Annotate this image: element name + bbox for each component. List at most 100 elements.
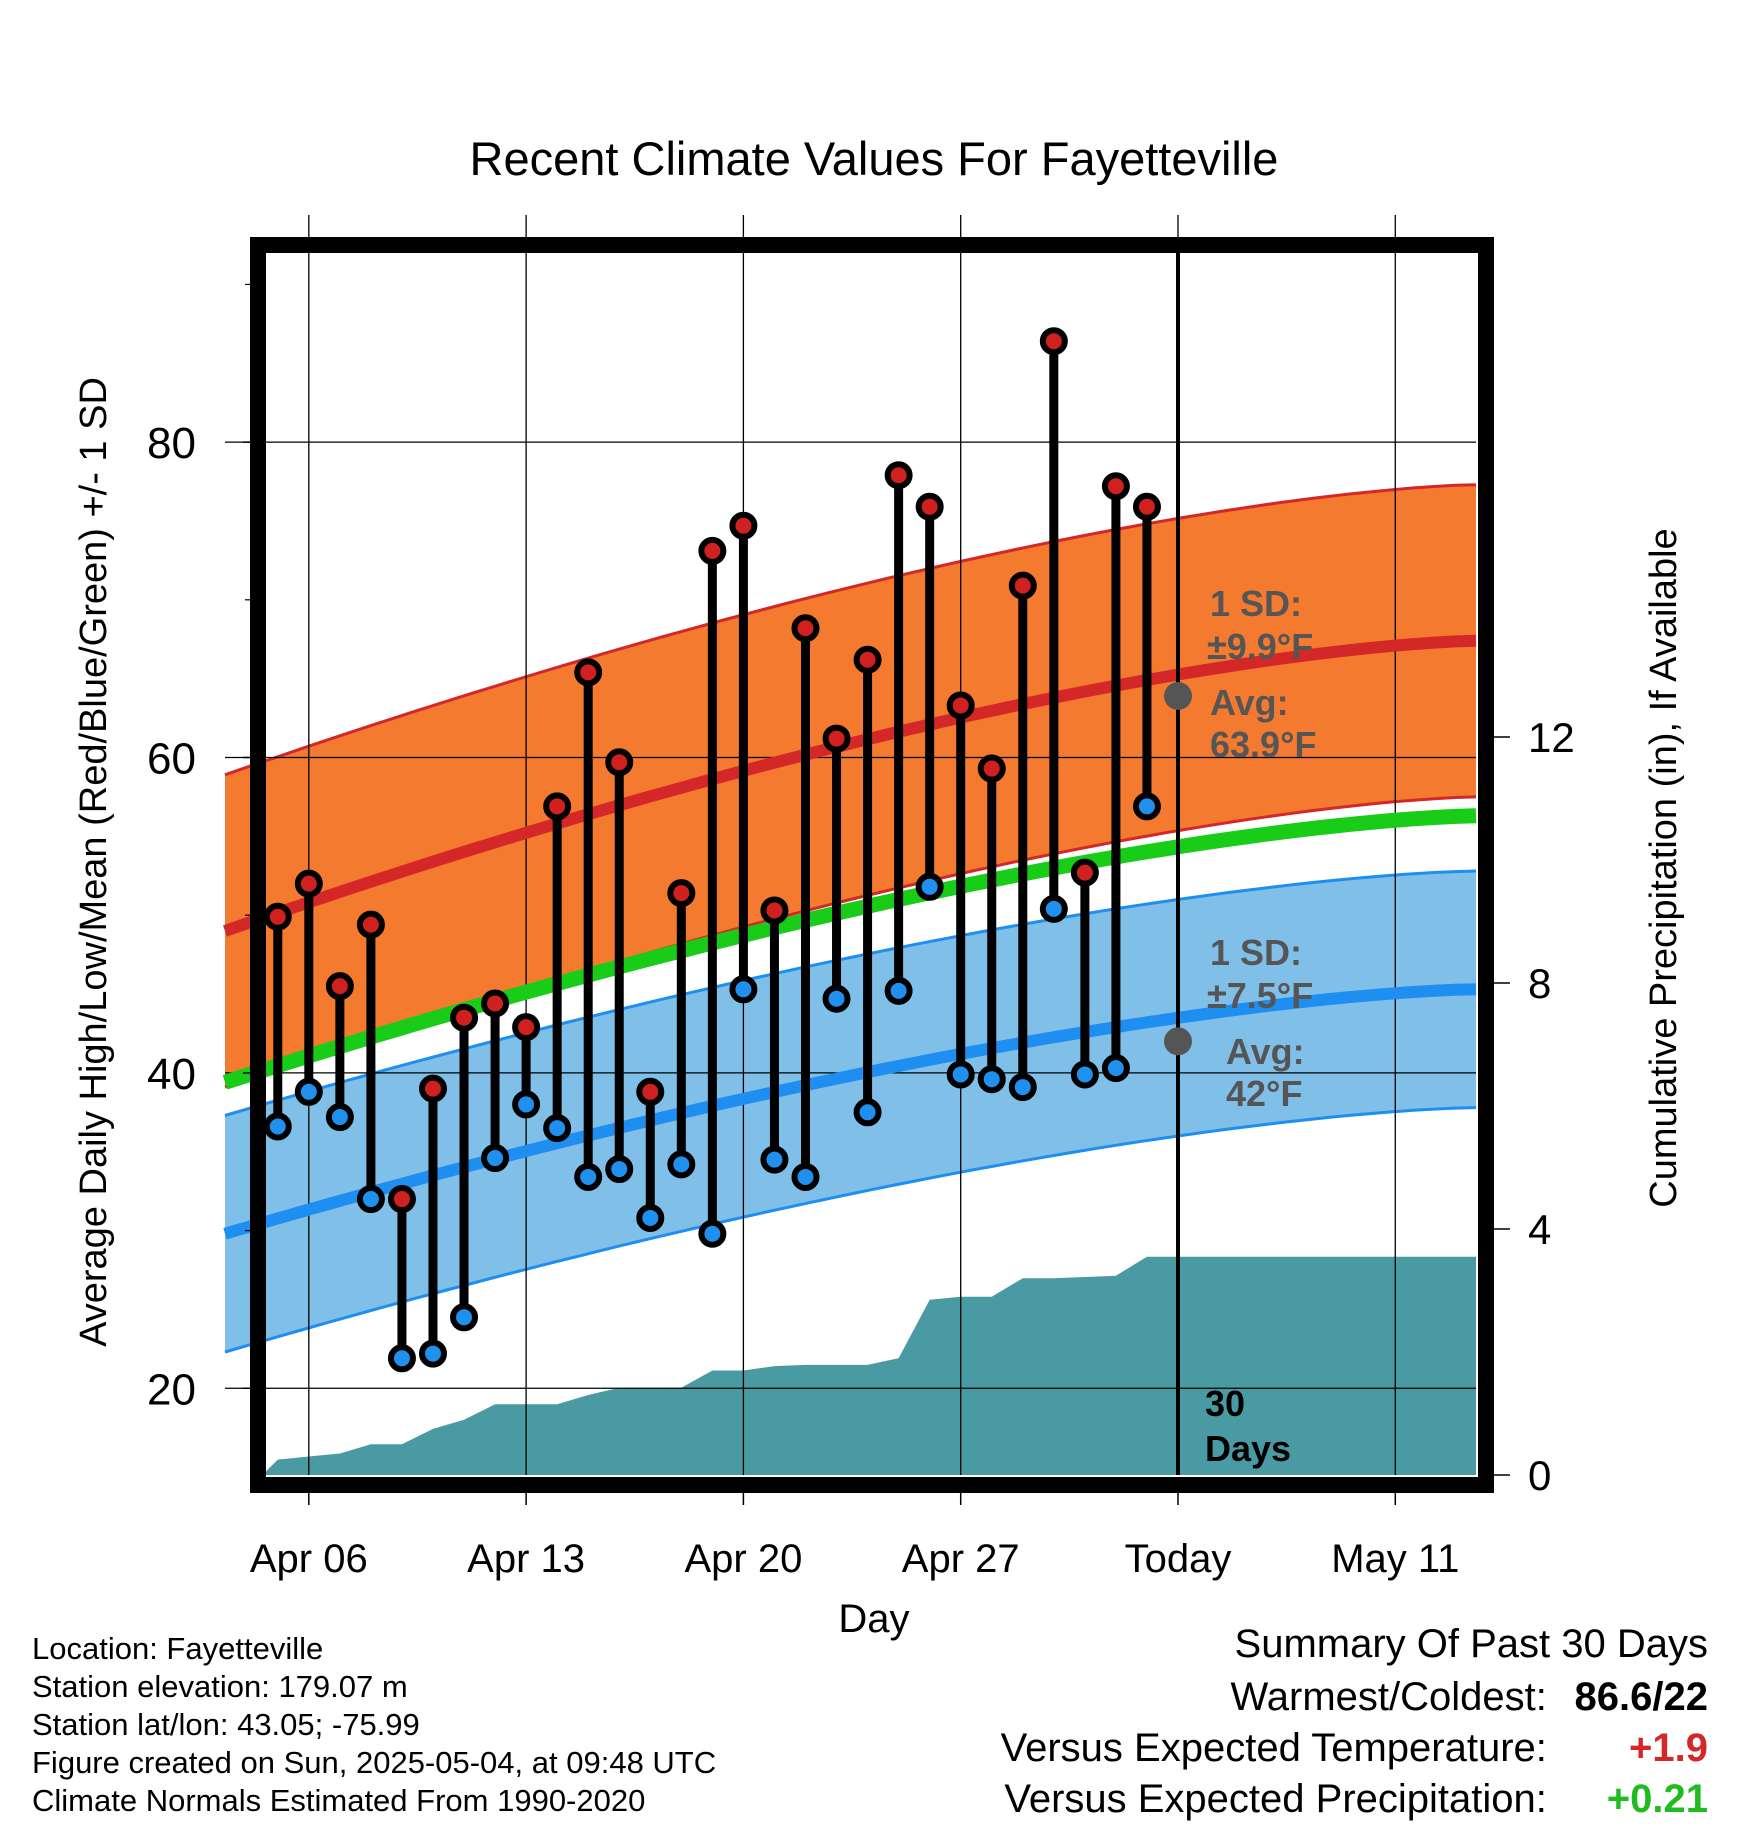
low-point (1008, 1073, 1037, 1102)
low-point (605, 1155, 634, 1184)
low-point (294, 1077, 323, 1106)
low-point (387, 1344, 416, 1373)
low-point (481, 1144, 510, 1173)
low-sd-label: 1 SD: (1210, 932, 1302, 973)
daily-points (263, 327, 1161, 1373)
high-point (977, 754, 1006, 783)
x-tick-label: Apr 13 (467, 1537, 585, 1581)
high-point (294, 869, 323, 898)
x-tick-label: Apr 27 (902, 1537, 1020, 1581)
y2-axis-label: Cumulative Precipitation (in), If Availa… (1643, 528, 1685, 1207)
high-point (884, 461, 913, 490)
normal-high-line (223, 634, 1477, 937)
high-point (325, 972, 354, 1001)
low-avg-label: Avg: (1226, 1031, 1305, 1072)
low-avg-marker (1163, 1027, 1192, 1056)
high-point (512, 1013, 541, 1042)
high-point (853, 645, 882, 674)
normal-mean-line (222, 808, 1477, 1090)
high-sd-band (225, 484, 1476, 1088)
low-point (667, 1150, 696, 1179)
low-point (977, 1065, 1006, 1094)
high-point (946, 691, 975, 720)
high-point (356, 910, 385, 939)
low-point (263, 1112, 292, 1141)
low-point (1101, 1054, 1130, 1083)
x-axis-label: Day (838, 1597, 909, 1641)
low-point (915, 872, 944, 901)
normals-text: Climate Normals Estimated From 1990-2020 (32, 1783, 646, 1818)
low-point (512, 1090, 541, 1119)
high-point (822, 724, 851, 753)
y-tick-label: 60 (147, 735, 196, 784)
plot-border (250, 237, 1494, 1493)
daily-range-bars (273, 341, 1152, 1359)
high-point (605, 748, 634, 777)
low-sd-value: ±7.5°F (1207, 975, 1313, 1016)
y-tick-label: 80 (147, 419, 196, 468)
low-point (356, 1185, 385, 1214)
low-point (946, 1060, 975, 1089)
precip-area (225, 1256, 1476, 1475)
high-sd-label: 1 SD: (1210, 583, 1302, 624)
y2-tick-label: 0 (1528, 1452, 1551, 1499)
y-axis-label: Average Daily High/Low/Mean (Red/Blue/Gr… (73, 377, 115, 1347)
low-point (729, 975, 758, 1004)
low-point (450, 1303, 479, 1332)
axes: 20 40 60 80 0 4 8 12 Apr 06 Apr 13 Apr 20 Apr 27 Tod… (147, 283, 1575, 1581)
x-tick-label: Apr 06 (250, 1537, 368, 1581)
high-point (1070, 858, 1099, 887)
high-point (729, 511, 758, 540)
y-tick-label: 20 (147, 1365, 196, 1414)
low-point (822, 984, 851, 1013)
x-tick-label: Today (1125, 1537, 1232, 1581)
location-text: Location: Fayetteville (32, 1631, 324, 1666)
high-point (481, 989, 510, 1018)
y2-tick-label: 12 (1528, 714, 1575, 761)
high-point (1008, 571, 1037, 600)
high-point (1101, 472, 1130, 501)
low-point (636, 1203, 665, 1232)
x-tick-label: May 11 (1331, 1537, 1459, 1581)
high-avg-value: 63.9°F (1210, 724, 1316, 765)
low-avg-value: 42°F (1226, 1073, 1302, 1114)
x-tick-label: Apr 20 (684, 1537, 802, 1581)
low-sd-upper-edge (224, 869, 1477, 1117)
plot-frame (250, 237, 1494, 1493)
low-point (884, 976, 913, 1005)
high-point (760, 896, 789, 925)
precipitation-area (225, 1256, 1476, 1475)
elevation-text: Station elevation: 179.07 m (32, 1669, 408, 1704)
latlon-text: Station lat/lon: 43.05; -75.99 (32, 1707, 420, 1742)
y2-tick-label: 4 (1528, 1206, 1551, 1253)
low-point (418, 1339, 447, 1368)
high-avg-marker (1163, 682, 1192, 710)
high-point (1039, 327, 1068, 356)
high-point (1132, 492, 1161, 521)
low-point (791, 1162, 820, 1191)
high-point (698, 536, 727, 565)
low-point (543, 1114, 572, 1143)
high-point (574, 658, 603, 687)
y2-tick-label: 8 (1528, 960, 1551, 1007)
station-info: Location: Fayetteville Station elevation… (32, 1630, 716, 1820)
high-sd-value: ±9.9°F (1207, 626, 1313, 667)
low-point (1132, 792, 1161, 821)
y-tick-label: 40 (147, 1050, 196, 1099)
low-sd-band (225, 871, 1476, 1352)
high-point (450, 1003, 479, 1032)
low-point (1039, 894, 1068, 923)
chart-title: Recent Climate Values For Fayetteville (470, 132, 1279, 185)
high-avg-label: Avg: (1210, 682, 1289, 723)
created-text: Figure created on Sun, 2025-05-04, at 09… (32, 1745, 717, 1780)
high-sd-upper-edge (224, 483, 1477, 777)
low-point (574, 1162, 603, 1191)
days-label-text: Days (1205, 1428, 1291, 1469)
low-point (325, 1103, 354, 1132)
low-point (853, 1098, 882, 1127)
high-point (387, 1185, 416, 1214)
high-point (636, 1077, 665, 1106)
days-label-number: 30 (1205, 1383, 1245, 1424)
